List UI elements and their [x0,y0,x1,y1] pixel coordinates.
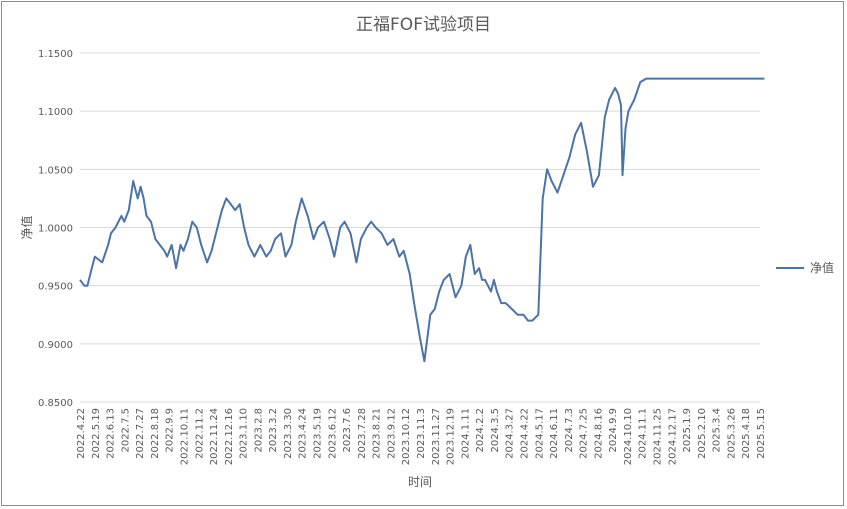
x-tick-label: 2025.5.15 [756,408,767,459]
x-tick-label: 2023.12.19 [446,408,457,465]
x-tick-label: 2024.3.27 [505,408,516,459]
x-tick-label: 2023.2.8 [253,408,264,453]
x-tick-label: 2022.11.24 [209,408,220,465]
x-tick-label: 2023.6.12 [327,408,338,459]
x-tick-label: 2023.5.19 [313,408,324,459]
x-tick-label: 2023.11.3 [416,408,427,459]
x-tick-label: 2024.11.1 [638,408,649,459]
x-tick-label: 2023.7.6 [342,408,353,453]
x-tick-label: 2025.2.10 [697,408,708,459]
x-tick-label: 2022.9.9 [165,408,176,453]
x-tick-label: 2022.12.16 [224,408,235,465]
x-tick-label: 2025.1.9 [682,408,693,453]
x-tick-label: 2022.6.13 [106,408,117,459]
legend-label: 净值 [810,261,835,275]
x-tick-label: 2023.7.28 [357,408,368,459]
x-tick-label: 2024.3.5 [490,408,501,453]
x-tick-label: 2024.4.22 [519,408,530,459]
x-tick-label: 2022.5.19 [91,408,102,459]
x-tick-label: 2025.3.4 [712,408,723,453]
y-tick-label: 0.9500 [38,282,73,293]
x-tick-label: 2022.8.18 [150,408,161,459]
x-tick-label: 2023.3.30 [283,408,294,459]
x-tick-label: 2022.7.27 [135,408,146,459]
x-axis-label: 时间 [408,475,432,489]
chart-legend: 净值 [776,259,834,276]
x-tick-label: 2023.10.12 [401,408,412,465]
y-axis-label: 净值 [19,215,34,239]
x-tick-label: 2023.3.2 [268,408,279,453]
x-tick-label: 2024.1.11 [460,408,471,459]
x-tick-label: 2024.10.10 [623,408,634,465]
y-tick-label: 0.8500 [38,398,73,409]
chart-title: 正福FOF试验项目 [356,15,491,35]
x-tick-label: 2024.5.17 [534,408,545,459]
x-tick-label: 2022.4.22 [76,408,87,459]
x-tick-label: 2022.10.11 [179,408,190,465]
y-tick-label: 1.0500 [38,165,73,176]
x-tick-label: 2024.6.11 [549,408,560,459]
x-tick-label: 2025.3.26 [726,408,737,459]
x-tick-label: 2023.1.10 [239,408,250,459]
x-tick-label: 2024.9.9 [608,408,619,453]
y-tick-label: 0.9000 [38,340,73,351]
x-tick-label: 2024.7.25 [579,408,590,459]
x-tick-label: 2022.7.5 [120,408,131,453]
x-tick-label: 2023.11.27 [431,408,442,465]
x-tick-label: 2025.4.18 [741,408,752,459]
series-line [79,77,765,363]
x-tick-label: 2022.11.2 [194,408,205,459]
y-tick-label: 1.1500 [38,49,73,60]
x-tick-label: 2024.7.3 [564,408,575,453]
y-tick-label: 1.0000 [38,224,73,235]
x-tick-label: 2023.8.21 [372,408,383,459]
x-tick-label: 2023.9.12 [386,408,397,459]
x-tick-label: 2024.2.2 [475,408,486,453]
x-tick-label: 2024.11.25 [653,408,664,465]
x-tick-label: 2024.12.17 [667,408,678,465]
y-tick-label: 1.1000 [38,107,73,118]
x-tick-label: 2024.8.16 [593,408,604,459]
x-tick-label: 2023.4.24 [298,408,309,459]
legend-swatch [776,266,804,269]
